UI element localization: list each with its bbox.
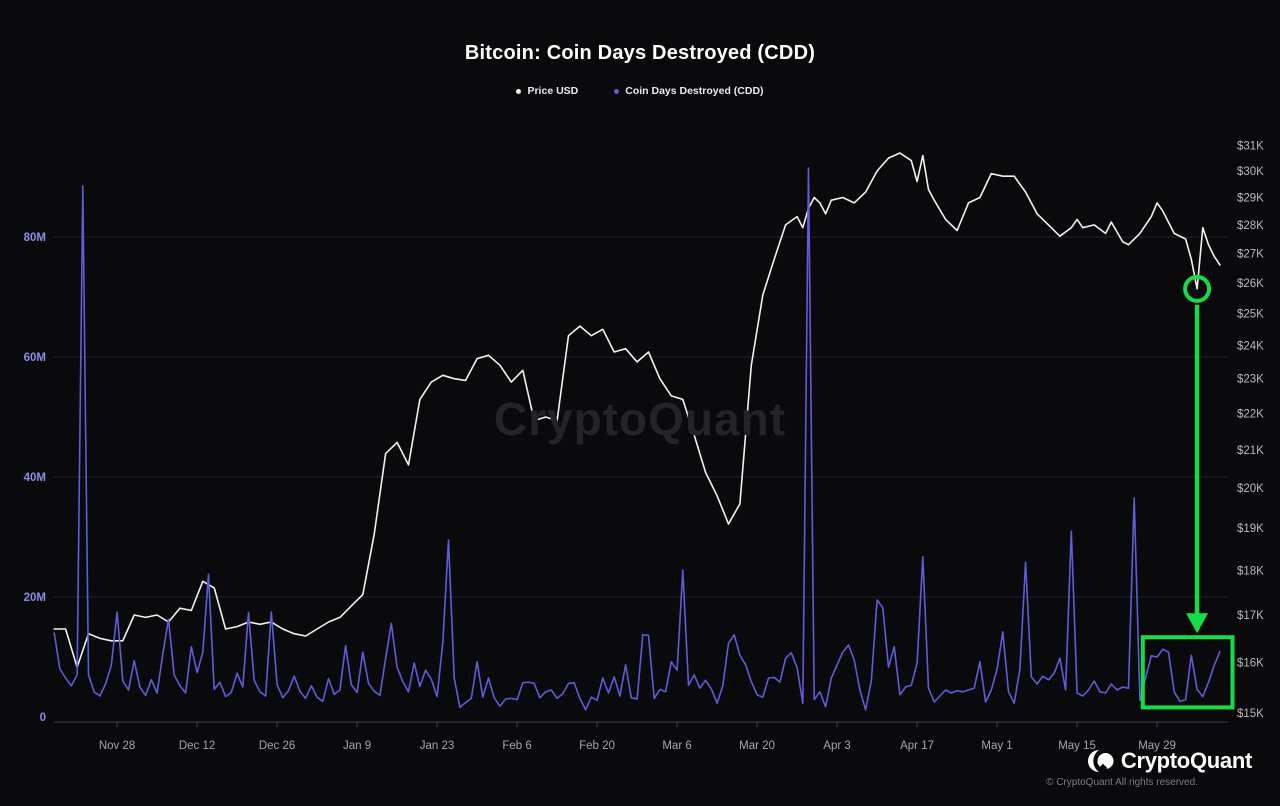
x-tick-label: May 15 [1058,740,1096,752]
footer: CryptoQuant © CryptoQuant All rights res… [992,748,1252,788]
cdd-line [53,167,1221,711]
x-tick-label: Feb 6 [502,740,531,752]
x-tick-label: Jan 9 [343,740,371,752]
y-left-tick-label: 80M [24,232,46,244]
x-tick-label: Apr 17 [900,740,934,752]
y-right-tick-label: $17K [1237,610,1264,622]
y-left-tick-label: 60M [24,352,46,364]
y-right-tick-label: $19K [1237,523,1264,535]
footer-brand-text: CryptoQuant [1120,748,1252,773]
x-tick-label: Nov 28 [99,740,135,752]
y-left-tick-label: 20M [24,592,46,604]
y-right-tick-label: $21K [1237,445,1264,457]
cdd-legend-dot-icon [614,88,620,94]
x-tick-label: Apr 3 [823,740,851,752]
y-right-tick-label: $23K [1237,374,1264,386]
x-tick-label: Feb 20 [579,740,615,752]
y-right-tick-label: $18K [1237,565,1264,577]
x-tick-label: Mar 20 [739,740,775,752]
y-right-tick-label: $15K [1237,708,1264,720]
y-right-tick-label: $26K [1237,278,1264,290]
y-right-tick-label: $20K [1237,483,1264,495]
x-tick-label: Jan 23 [420,740,455,752]
y-right-tick-label: $24K [1237,340,1264,352]
x-tick-label: Dec 12 [179,740,215,752]
x-tick-label: May 29 [1138,740,1176,752]
y-left-tick-label: 40M [24,472,46,484]
legend-item-price[interactable]: Price USD [516,85,578,97]
y-right-tick-label: $28K [1237,220,1264,232]
price-legend-dot-icon [516,88,522,94]
x-tick-label: Mar 6 [662,740,691,752]
legend-item-cdd[interactable]: Coin Days Destroyed (CDD) [614,85,764,97]
y-right-tick-label: $31K [1237,140,1264,152]
y-right-tick-label: $25K [1237,309,1264,321]
page-title: Bitcoin: Coin Days Destroyed (CDD) [464,42,816,64]
x-tick-label: Dec 26 [259,740,295,752]
highlight-circle-annotation [1183,274,1212,303]
cryptoquant-logo-icon [1087,750,1114,773]
footer-copyright: © CryptoQuant All rights reserved. [1046,777,1198,788]
legend-label-cdd: Coin Days Destroyed (CDD) [625,85,764,97]
y-right-tick-label: $22K [1237,408,1264,420]
highlight-rect-annotation [1140,635,1235,710]
chart-legend: Price USD Coin Days Destroyed (CDD) [0,85,1280,97]
arrow-head-icon [1186,613,1209,634]
y-right-tick-label: $16K [1237,657,1264,669]
price-line [53,152,1221,669]
y-right-tick-label: $30K [1237,166,1264,178]
x-tick-label: May 1 [981,740,1012,752]
y-right-tick-label: $27K [1237,248,1264,260]
y-right-tick-label: $29K [1237,193,1264,205]
y-left-tick-label: 0 [40,712,46,724]
legend-label-price: Price USD [527,85,579,97]
